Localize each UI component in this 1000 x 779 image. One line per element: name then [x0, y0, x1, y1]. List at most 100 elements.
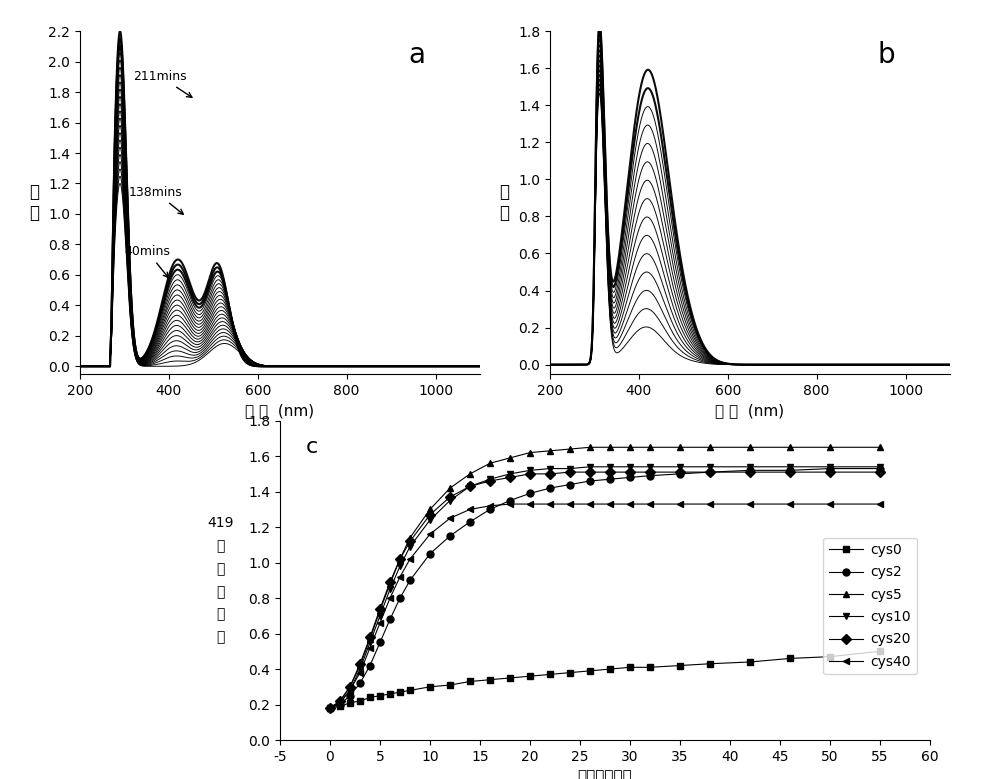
cys2 [564, 480, 576, 489]
cys5 [584, 442, 596, 452]
cys2 [324, 703, 336, 713]
cys20 [624, 467, 636, 477]
cys5 [544, 446, 556, 456]
cys2 [504, 496, 516, 506]
cys0 [334, 702, 346, 711]
cys40 [334, 698, 346, 707]
Y-axis label: 消
光: 消 光 [29, 183, 39, 222]
cys0 [394, 687, 406, 696]
cys5 [564, 444, 576, 453]
cys10 [444, 496, 456, 506]
cys5 [354, 661, 366, 670]
cys0 [444, 680, 456, 689]
cys5 [394, 555, 406, 564]
cys40 [354, 668, 366, 677]
cys20 [584, 467, 596, 477]
cys2 [464, 517, 476, 527]
cys10 [584, 462, 596, 471]
cys0 [874, 647, 886, 656]
cys40 [384, 594, 396, 603]
cys10 [564, 464, 576, 473]
cys20 [874, 467, 886, 477]
Line: cys5: cys5 [327, 444, 883, 711]
cys10 [484, 474, 496, 484]
cys5 [674, 442, 686, 452]
cys0 [824, 652, 836, 661]
cys40 [744, 499, 756, 509]
cys40 [824, 499, 836, 509]
cys40 [374, 619, 386, 628]
cys20 [324, 703, 336, 713]
cys40 [504, 499, 516, 509]
cys10 [384, 584, 396, 594]
cys10 [824, 462, 836, 471]
cys5 [644, 442, 656, 452]
cys5 [444, 484, 456, 493]
cys0 [344, 698, 356, 707]
Text: c: c [306, 437, 318, 456]
cys0 [784, 654, 796, 663]
cys2 [484, 505, 496, 514]
cys20 [484, 476, 496, 485]
cys0 [484, 675, 496, 685]
cys10 [624, 462, 636, 471]
cys5 [424, 505, 436, 514]
cys2 [354, 679, 366, 688]
X-axis label: 波 长  (nm): 波 长 (nm) [245, 404, 315, 418]
cys20 [564, 467, 576, 477]
cys20 [444, 492, 456, 502]
cys20 [424, 510, 436, 520]
Y-axis label: 消
光: 消 光 [499, 183, 509, 222]
cys5 [704, 442, 716, 452]
cys0 [674, 661, 686, 670]
cys20 [604, 467, 616, 477]
Legend: cys0, cys2, cys5, cys10, cys20, cys40: cys0, cys2, cys5, cys10, cys20, cys40 [823, 538, 917, 675]
cys5 [364, 634, 376, 643]
cys10 [674, 462, 686, 471]
cys2 [674, 469, 686, 478]
cys0 [744, 657, 756, 667]
cys40 [604, 499, 616, 509]
cys40 [404, 555, 416, 564]
cys20 [334, 696, 346, 706]
cys5 [784, 442, 796, 452]
cys5 [524, 448, 536, 457]
Line: cys40: cys40 [327, 501, 883, 711]
cys2 [444, 531, 456, 541]
cys2 [404, 576, 416, 585]
cys0 [584, 666, 596, 675]
cys0 [624, 663, 636, 672]
cys20 [504, 473, 516, 482]
cys10 [344, 686, 356, 695]
cys0 [644, 663, 656, 672]
cys20 [704, 467, 716, 477]
cys20 [364, 633, 376, 642]
cys40 [464, 505, 476, 514]
cys0 [604, 664, 616, 674]
cys10 [874, 462, 886, 471]
cys20 [744, 467, 756, 477]
cys5 [344, 682, 356, 692]
cys20 [354, 659, 366, 668]
cys40 [674, 499, 686, 509]
cys2 [384, 615, 396, 624]
cys10 [544, 464, 556, 473]
X-axis label: 时间（分钟）: 时间（分钟） [578, 770, 632, 779]
cys5 [744, 442, 756, 452]
cys2 [824, 464, 836, 473]
cys0 [364, 693, 376, 702]
cys40 [524, 499, 536, 509]
cys10 [744, 462, 756, 471]
cys10 [424, 516, 436, 525]
cys10 [464, 481, 476, 491]
cys5 [624, 442, 636, 452]
cys20 [394, 555, 406, 564]
cys2 [374, 638, 386, 647]
cys40 [544, 499, 556, 509]
Text: 211mins: 211mins [133, 70, 192, 97]
Y-axis label: 419
纳
米
处
消
光: 419 纳 米 处 消 光 [207, 516, 234, 644]
cys40 [344, 686, 356, 695]
cys5 [464, 469, 476, 478]
cys5 [824, 442, 836, 452]
cys2 [604, 474, 616, 484]
